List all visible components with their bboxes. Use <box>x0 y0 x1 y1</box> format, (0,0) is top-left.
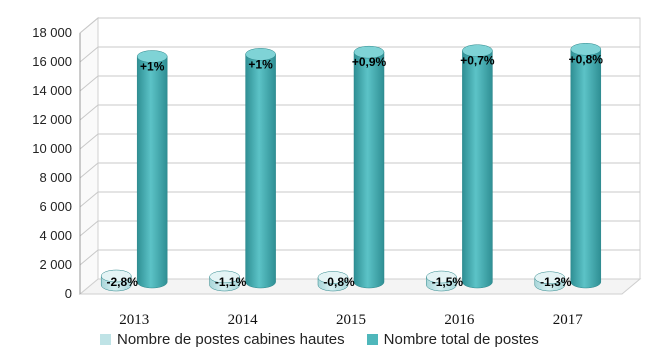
y-tick-label: 10 000 <box>32 141 72 156</box>
legend-item-total: Nombre total de postes <box>366 331 539 348</box>
legend-label-total: Nombre total de postes <box>383 331 539 348</box>
data-label-cabines: -1,1% <box>215 275 247 289</box>
data-label-total: +1% <box>248 57 273 71</box>
legend-swatch-total <box>366 334 378 345</box>
bar-total-top <box>570 43 602 56</box>
bar-total-top <box>136 50 168 63</box>
x-tick-label: 2015 <box>336 312 366 328</box>
bar-total <box>570 43 602 289</box>
bar-total-top <box>462 44 493 57</box>
bar-total <box>462 44 493 289</box>
y-tick-label: 8 000 <box>39 170 72 185</box>
gridline <box>79 249 640 266</box>
bar-total-body <box>136 56 168 289</box>
bar-total <box>353 45 385 289</box>
gridline <box>79 133 640 150</box>
data-label-cabines: -2,8% <box>107 275 139 289</box>
bar-total-body <box>353 51 385 289</box>
x-tick-label: 2014 <box>228 312 259 328</box>
bar-cabines <box>209 270 240 292</box>
legend: Nombre de postes cabines hautes Nombre t… <box>100 331 539 348</box>
gridline <box>79 75 640 92</box>
bar-cabines <box>426 270 457 292</box>
x-tick-label: 2013 <box>119 312 149 328</box>
y-tick-label: 16 000 <box>32 54 72 69</box>
bar-total-top <box>353 45 385 59</box>
gridline <box>79 46 640 63</box>
bar-cabines <box>100 269 132 292</box>
bar-cabines <box>534 271 566 292</box>
data-labels: 2013 +1% -2,8% 2014 +1% -1,1% 2015 +0,9% -0,8% 20… <box>107 52 604 328</box>
y-tick-label: 18 000 <box>32 25 72 40</box>
x-tick-label: 2016 <box>444 312 475 328</box>
data-label-total: +0,8% <box>569 52 604 66</box>
bar-total-top <box>245 48 276 61</box>
gridline <box>79 162 640 179</box>
gridline <box>79 191 640 208</box>
gridline <box>79 104 640 121</box>
y-tick-label: 0 <box>65 286 72 301</box>
bar-total <box>245 48 276 289</box>
bar-cabines-top <box>100 269 132 283</box>
data-label-total: +1% <box>140 60 165 74</box>
bar-cabines <box>317 271 349 292</box>
bar-total-body <box>570 49 602 289</box>
y-tick-label: 2 000 <box>39 257 72 272</box>
y-tick-label: 12 000 <box>32 112 72 127</box>
y-axis: 0 2 000 4 000 6 000 8 000 10 000 12 000 14 000 1… <box>32 25 81 301</box>
y-tick-label: 4 000 <box>39 228 72 243</box>
bar-cabines-top <box>426 270 457 284</box>
bar-cabines-top <box>534 271 566 284</box>
data-label-cabines: -0,8% <box>323 275 355 289</box>
y-tick-label: 14 000 <box>32 83 72 98</box>
bar-total <box>136 50 168 289</box>
gridline <box>79 17 640 34</box>
chart-area: 0 2 000 4 000 6 000 8 000 10 000 12 000 14 000 1… <box>32 16 642 328</box>
bar-total-body <box>245 54 276 289</box>
data-label-total: +0,9% <box>352 55 387 69</box>
bar-cabines-top <box>209 270 240 284</box>
bars <box>100 43 602 292</box>
bar-cabines-top <box>317 271 349 284</box>
data-label-cabines: -1,3% <box>540 275 572 289</box>
y-tick-label: 6 000 <box>39 199 72 214</box>
gridline <box>79 220 640 237</box>
bar-total-body <box>462 50 493 289</box>
data-label-cabines: -1,5% <box>432 275 464 289</box>
legend-swatch-cabines <box>100 334 111 345</box>
legend-label-cabines: Nombre de postes cabines hautes <box>117 331 345 348</box>
x-tick-label: 2017 <box>553 312 584 328</box>
data-label-total: +0,7% <box>460 54 495 68</box>
legend-item-cabines: Nombre de postes cabines hautes <box>100 331 345 348</box>
